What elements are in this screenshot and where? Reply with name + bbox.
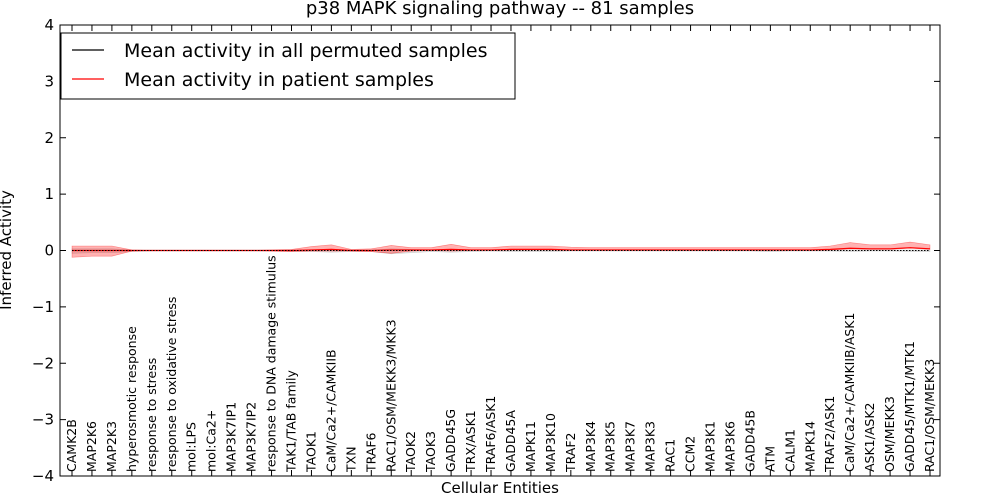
- legend-box: [60, 32, 516, 100]
- x-category-label: MAP3K4: [583, 421, 598, 472]
- y-tick-label: 4: [44, 16, 54, 34]
- x-category-label: RAC1: [663, 439, 678, 472]
- x-category-label: MAP3K7IP2: [244, 402, 259, 472]
- x-category-label: MAP3K10: [543, 413, 558, 472]
- x-category-label: mol:Ca2+: [204, 410, 219, 472]
- x-axis: CAMK2B MAP2K6 MAP2K3 hyperosmotic response r…: [64, 25, 937, 476]
- series-lines: [72, 247, 931, 252]
- x-category-label: RAC1/OSM/MEKK3/MKK3: [383, 319, 398, 472]
- x-category-label: CCM2: [683, 436, 698, 472]
- legend-label-patient: Mean activity in patient samples: [124, 69, 434, 91]
- y-tick-label: 1: [44, 185, 54, 203]
- x-category-label: MAP3K3: [643, 421, 658, 472]
- x-category-label: TAOK3: [423, 431, 438, 473]
- x-category-label: TAOK1: [303, 431, 318, 473]
- x-category-label: MAP3K6: [722, 421, 737, 472]
- x-category-label: mol:LPS: [184, 422, 199, 472]
- x-category-label: TAOK2: [403, 431, 418, 473]
- x-category-label: CAMK2B: [64, 419, 79, 472]
- x-category-label: GADD45G: [443, 409, 458, 472]
- chart-title: p38 MAPK signaling pathway -- 81 samples: [306, 0, 694, 19]
- x-category-label: MAP2K6: [84, 421, 99, 472]
- x-category-label: TAK1/TAB family: [283, 369, 298, 473]
- x-category-label: RAC1/OSM/MEKK3: [922, 359, 937, 472]
- y-tick-label: 3: [44, 72, 54, 90]
- y-tick-label: −2: [32, 354, 54, 372]
- x-category-label: MAP3K7: [623, 421, 638, 472]
- x-category-label: GADD45B: [742, 410, 757, 472]
- x-category-label: MAPK11: [523, 421, 538, 472]
- x-category-label: MAP3K7IP1: [224, 402, 239, 472]
- x-category-label: TRAF6/ASK1: [483, 396, 498, 473]
- x-category-label: CALM1: [782, 429, 797, 472]
- series-line-1: [72, 247, 931, 252]
- y-tick-label: −4: [32, 467, 54, 485]
- x-category-label: ATM: [762, 446, 777, 472]
- y-axis: −4 −3 −2 −1 0 1 2 3 4: [32, 16, 940, 485]
- x-category-label: OSM/MEKK3: [882, 396, 897, 472]
- y-axis-title: Inferred Activity: [0, 190, 15, 310]
- x-axis-title: Cellular Entities: [441, 479, 559, 497]
- x-category-label: MAPK14: [802, 421, 817, 472]
- x-category-label: MAP2K3: [104, 421, 119, 472]
- y-tick-label: −3: [32, 411, 54, 429]
- legend: Mean activity in all permuted samples Me…: [60, 32, 516, 100]
- x-category-label: CaM/Ca2+/CAMKIIB: [323, 349, 338, 472]
- x-category-label: TRX/ASK1: [463, 410, 478, 473]
- x-category-label: CaM/Ca2+/CAMKIIB/ASK1: [842, 313, 857, 472]
- x-category-label: response to oxidative stress: [164, 297, 179, 472]
- x-category-label: MAP3K5: [603, 421, 618, 472]
- x-category-label: MAP3K1: [703, 421, 718, 472]
- x-category-label: TRAF2: [563, 432, 578, 473]
- x-category-label: TRAF2/ASK1: [822, 396, 837, 473]
- x-category-label: ASK1/ASK2: [862, 403, 877, 472]
- x-category-label: response to stress: [144, 358, 159, 472]
- legend-label-permuted: Mean activity in all permuted samples: [124, 40, 487, 62]
- x-category-label: TXN: [343, 446, 358, 473]
- y-tick-label: 0: [44, 242, 54, 260]
- y-tick-label: −1: [32, 298, 54, 316]
- x-category-label: hyperosmotic response: [124, 326, 139, 472]
- x-category-label: response to DNA damage stimulus: [264, 255, 279, 472]
- x-category-label: GADD45/MTK1/MTK1: [902, 341, 917, 472]
- x-category-label: GADD45A: [503, 410, 518, 472]
- x-category-label: TRAF6: [363, 432, 378, 473]
- y-tick-label: 2: [44, 129, 54, 147]
